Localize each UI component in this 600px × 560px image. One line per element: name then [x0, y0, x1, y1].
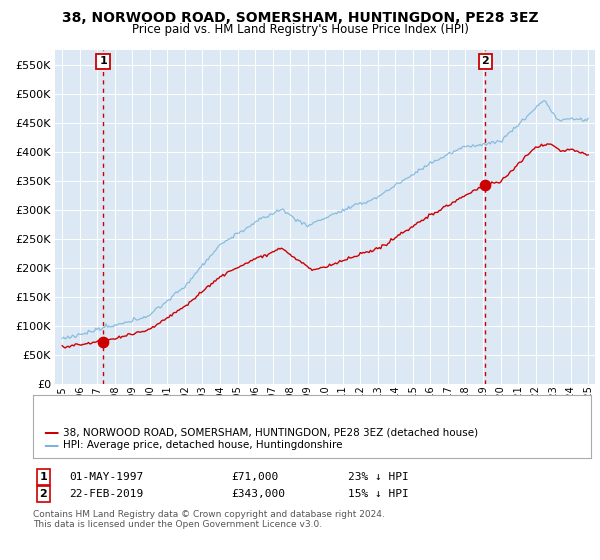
Text: 2: 2 [40, 489, 47, 499]
Text: 01-MAY-1997: 01-MAY-1997 [69, 472, 143, 482]
Text: 23% ↓ HPI: 23% ↓ HPI [348, 472, 409, 482]
Text: £71,000: £71,000 [231, 472, 278, 482]
Text: —: — [43, 425, 59, 440]
Text: 1: 1 [99, 57, 107, 67]
Text: 38, NORWOOD ROAD, SOMERSHAM, HUNTINGDON, PE28 3EZ: 38, NORWOOD ROAD, SOMERSHAM, HUNTINGDON,… [62, 12, 538, 26]
Text: 22-FEB-2019: 22-FEB-2019 [69, 489, 143, 499]
Text: Contains HM Land Registry data © Crown copyright and database right 2024.: Contains HM Land Registry data © Crown c… [33, 510, 385, 519]
Text: HPI: Average price, detached house, Huntingdonshire: HPI: Average price, detached house, Hunt… [63, 440, 343, 450]
Point [481, 180, 490, 189]
Text: 38, NORWOOD ROAD, SOMERSHAM, HUNTINGDON, PE28 3EZ (detached house): 38, NORWOOD ROAD, SOMERSHAM, HUNTINGDON,… [63, 427, 478, 437]
Text: 2: 2 [482, 57, 490, 67]
Point [98, 338, 108, 347]
Text: 1: 1 [40, 472, 47, 482]
Text: —: — [43, 438, 59, 452]
Text: This data is licensed under the Open Government Licence v3.0.: This data is licensed under the Open Gov… [33, 520, 322, 529]
Text: 15% ↓ HPI: 15% ↓ HPI [348, 489, 409, 499]
Text: Price paid vs. HM Land Registry's House Price Index (HPI): Price paid vs. HM Land Registry's House … [131, 22, 469, 36]
Text: £343,000: £343,000 [231, 489, 285, 499]
